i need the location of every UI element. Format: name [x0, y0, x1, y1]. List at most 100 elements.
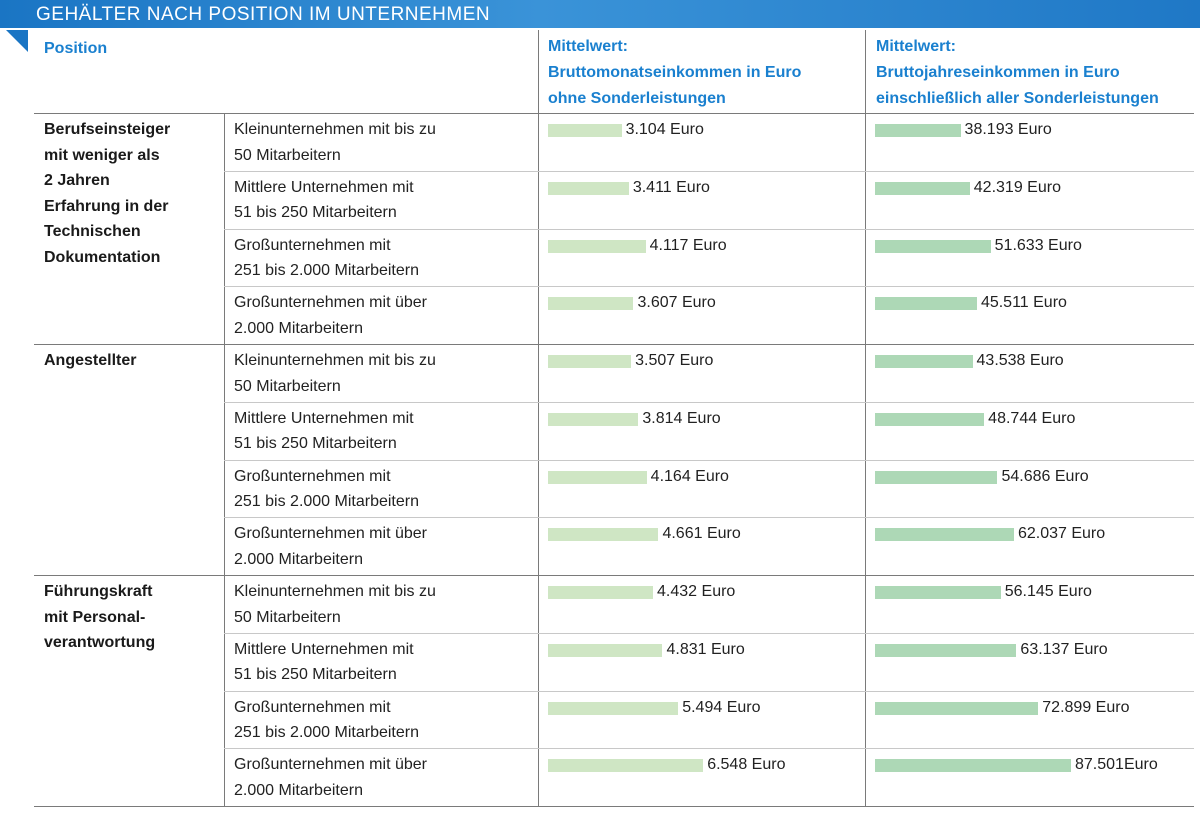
monthly-bar [548, 528, 659, 542]
header-yearly-line: einschließlich aller Sonderleistungen [876, 90, 1159, 107]
size-label-line: 2.000 Mitarbeitern [234, 781, 363, 799]
size-label: Mittlere Unternehmen mit 51 bis 250 Mitar… [234, 175, 414, 226]
yearly-value-label: 63.137 Euro [1020, 640, 1108, 658]
group-divider [34, 344, 1194, 345]
row-divider [224, 228, 1194, 230]
monthly-value-label: 5.494 Euro [682, 698, 761, 716]
row-divider [224, 690, 1194, 692]
size-label-line: 51 bis 250 Mitarbeitern [234, 666, 397, 684]
group-label-line: Erfahrung in der [44, 197, 169, 215]
row-divider [224, 748, 1194, 750]
size-label: Großunternehmen mit 251 bis 2.000 Mitarbe… [234, 695, 419, 746]
monthly-value-label: 4.432 Euro [657, 583, 736, 600]
size-label: Großunternehmen mit über 2.000 Mitarbeite… [234, 752, 427, 803]
size-label-line: 251 bis 2.000 Mitarbeitern [234, 493, 419, 510]
yearly-bar [875, 239, 991, 253]
yearly-value-label: 38.193 Euro [964, 121, 1052, 138]
column-divider [538, 30, 539, 806]
column-divider [865, 30, 866, 806]
monthly-bar [548, 586, 654, 599]
header-yearly-line: Bruttojahreseinkommen in Euro [876, 64, 1120, 81]
size-label-line: Mittlere Unternehmen mit [234, 409, 414, 427]
monthly-value-label: 3.814 Euro [642, 409, 721, 427]
size-label-line: Kleinunternehmen mit bis zu [234, 121, 436, 138]
size-label-line: 50 Mitarbeitern [234, 608, 341, 626]
group-divider [34, 113, 1194, 114]
group-label: Angestellter [44, 348, 136, 374]
group-label-line: 2 Jahren [44, 172, 110, 189]
size-label-line: 251 bis 2.000 Mitarbeitern [234, 262, 419, 279]
size-label-line: Mittlere Unternehmen mit [234, 640, 414, 658]
size-label-line: 50 Mitarbeitern [234, 377, 341, 395]
size-label-line: 251 bis 2.000 Mitarbeitern [234, 724, 419, 741]
monthly-value-label: 3.607 Euro [637, 294, 716, 312]
yearly-bar [875, 297, 977, 311]
yearly-value-label: 43.538 Euro [976, 352, 1064, 369]
yearly-bar [875, 759, 1071, 773]
size-label-line: 51 bis 250 Mitarbeitern [234, 435, 397, 453]
yearly-value-label: 48.744 Euro [988, 409, 1076, 427]
yearly-bar [875, 643, 1017, 657]
row-divider [224, 517, 1194, 519]
monthly-bar [548, 759, 704, 773]
monthly-bar [548, 239, 646, 253]
monthly-value-label: 4.831 Euro [666, 640, 745, 658]
group-divider [34, 575, 1194, 576]
size-label-line: Kleinunternehmen mit bis zu [234, 352, 436, 369]
size-label-line: Großunternehmen mit über [234, 294, 427, 312]
group-label-line: Dokumentation [44, 248, 161, 266]
size-label-line: 2.000 Mitarbeitern [234, 319, 363, 337]
row-divider [224, 286, 1194, 288]
size-label: Kleinunternehmen mit bis zu 50 Mitarbeite… [234, 117, 436, 168]
yearly-value-label: 62.037 Euro [1017, 525, 1106, 543]
header-yearly-line: Mittelwert: [876, 38, 956, 55]
yearly-bar [875, 124, 961, 137]
header-monthly-line: Mittelwert: [548, 38, 628, 55]
monthly-value-label: 4.661 Euro [662, 525, 741, 543]
group-label-line: mit Personal- [44, 608, 146, 626]
monthly-value-label: 4.164 Euro [650, 467, 729, 485]
group-label-line: Berufseinsteiger [44, 121, 171, 138]
group-divider [34, 806, 1194, 807]
size-label: Mittlere Unternehmen mit 51 bis 250 Mitar… [234, 637, 414, 688]
size-label-line: Großunternehmen mit über [234, 756, 427, 774]
size-label-line: Großunternehmen mit [234, 698, 391, 716]
monthly-value-label: 4.117 Euro [649, 236, 727, 254]
yearly-value-label: 54.686 Euro [1001, 467, 1089, 485]
yearly-bar [875, 412, 985, 426]
size-label-line: Mittlere Unternehmen mit [234, 178, 414, 196]
monthly-bar [548, 181, 629, 195]
yearly-bar [875, 181, 970, 195]
monthly-bar [548, 701, 679, 715]
size-label: Mittlere Unternehmen mit 51 bis 250 Mitar… [234, 406, 414, 457]
monthly-bar [548, 124, 622, 137]
monthly-bar [548, 355, 632, 368]
size-label-line: Großunternehmen mit über [234, 525, 427, 543]
monthly-bar [548, 297, 634, 311]
size-label-line: Großunternehmen mit [234, 236, 391, 254]
row-divider [224, 170, 1194, 172]
title-bar: GEHÄLTER NACH POSITION IM UNTERNEHMEN [0, 0, 1200, 28]
yearly-value-label: 87.501Euro [1075, 756, 1158, 774]
size-label: Großunternehmen mit 251 bis 2.000 Mitarbe… [234, 464, 419, 515]
group-label-line: mit weniger als [44, 146, 160, 164]
row-divider [224, 401, 1194, 403]
group-label-line: Führungskraft [44, 583, 153, 600]
monthly-bar [548, 412, 639, 426]
yearly-bar [875, 528, 1014, 542]
yearly-value-label: 51.633 Euro [994, 236, 1082, 254]
yearly-bar [875, 701, 1039, 715]
header-position: Position [44, 40, 108, 57]
monthly-value-label: 3.411 Euro [632, 178, 710, 196]
row-divider [224, 459, 1194, 461]
row-divider [224, 632, 1194, 634]
group-label: Führungskraft mit Personal-verantwortung [44, 579, 155, 656]
size-label: Großunternehmen mit 251 bis 2.000 Mitarbe… [234, 233, 419, 284]
yearly-value-label: 56.145 Euro [1004, 583, 1092, 600]
yearly-value-label: 45.511 Euro [980, 294, 1067, 312]
corner-triangle-icon [6, 30, 28, 52]
size-label: Großunternehmen mit über 2.000 Mitarbeite… [234, 290, 427, 341]
size-label-line: 51 bis 250 Mitarbeitern [234, 204, 397, 222]
yearly-value-label: 72.899 Euro [1042, 698, 1130, 716]
size-label: Großunternehmen mit über 2.000 Mitarbeite… [234, 521, 427, 572]
